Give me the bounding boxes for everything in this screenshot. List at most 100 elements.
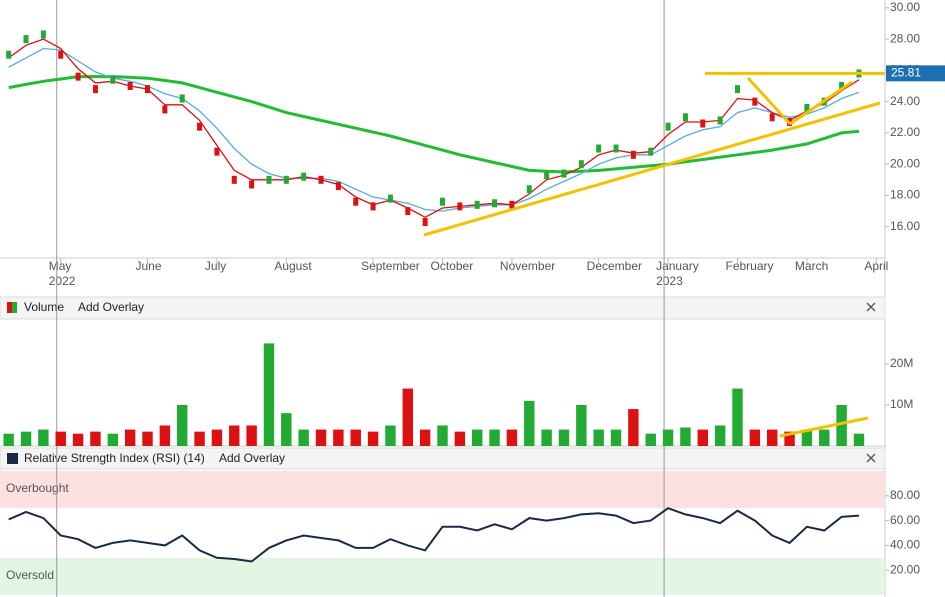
trendline — [746, 76, 792, 126]
candle — [630, 150, 636, 159]
candle — [127, 82, 133, 90]
candle — [839, 82, 845, 90]
candle — [301, 172, 307, 181]
candle — [561, 169, 567, 178]
volume-bar — [38, 429, 49, 446]
close-button[interactable] — [866, 453, 876, 463]
volume-bar — [610, 429, 622, 446]
x-tick-label: November — [500, 259, 555, 273]
candle — [283, 175, 289, 184]
volume-bar — [281, 413, 292, 446]
volume-bar — [628, 409, 639, 446]
volume-bar — [419, 429, 431, 446]
volume-bar — [732, 388, 743, 446]
panel-title: Relative Strength Index (RSI) (14) — [24, 451, 205, 465]
y-tick-label: 22.00 — [890, 125, 920, 139]
x-tick-label: July — [205, 259, 226, 273]
candle — [492, 199, 498, 208]
x-tick-label: September — [361, 259, 420, 273]
candle — [544, 171, 550, 180]
volume-bar — [333, 429, 344, 446]
volume-bar — [801, 429, 813, 446]
candle — [75, 72, 81, 81]
volume-bar — [124, 429, 136, 446]
candle — [526, 185, 532, 194]
close-button[interactable] — [866, 302, 876, 312]
candle — [769, 113, 775, 122]
candle — [578, 160, 584, 169]
volume-bar — [90, 431, 101, 446]
volume-bar — [142, 431, 153, 446]
candle — [23, 35, 29, 44]
candle — [665, 122, 671, 131]
volume-bar — [853, 433, 865, 446]
candle — [457, 202, 463, 211]
trendline — [789, 80, 853, 126]
candle — [214, 147, 220, 156]
candle — [717, 116, 723, 125]
y-tick-label: 20.00 — [890, 156, 920, 170]
x-tick-label: February — [726, 259, 774, 273]
candle — [335, 182, 341, 191]
add-overlay[interactable]: Add Overlay — [78, 300, 144, 314]
candle — [6, 50, 12, 59]
y-tick-label: 20M — [890, 356, 913, 370]
volume-bar — [367, 431, 379, 446]
y-tick-label: 16.00 — [890, 219, 920, 233]
candle — [422, 218, 428, 227]
volume-bar — [263, 343, 275, 446]
x-tick-label: August — [274, 259, 312, 273]
line — [8, 47, 860, 212]
volume-bar — [177, 404, 188, 446]
candle — [92, 85, 98, 94]
candle — [804, 103, 810, 112]
volume-bar — [72, 433, 84, 446]
candle — [162, 105, 168, 114]
y-tick-label: 80.00 — [890, 488, 920, 502]
band-oversold — [0, 557, 885, 595]
y-tick-label: 60.00 — [890, 513, 920, 527]
trendline — [423, 101, 881, 237]
volume-bar — [229, 425, 240, 446]
band-label: Oversold — [6, 568, 54, 582]
volume-bar — [680, 427, 691, 446]
volume-bar — [593, 429, 604, 446]
band-label: Overbought — [6, 481, 69, 495]
candle — [752, 97, 758, 106]
last-price-box — [886, 65, 945, 82]
candle — [405, 207, 411, 216]
y-tick-label: 28.00 — [890, 31, 920, 45]
volume-bar — [558, 429, 570, 446]
band-overbought — [0, 471, 885, 509]
candle — [509, 200, 515, 209]
candle — [40, 30, 46, 39]
volume-bar — [767, 429, 778, 446]
candle — [682, 113, 688, 122]
x-tick-label: June — [136, 259, 162, 273]
x-tick-label: May 2022 — [49, 259, 76, 288]
volume-bar — [159, 425, 171, 446]
x-tick-label: October — [431, 259, 474, 273]
candle — [318, 175, 324, 184]
volume-bar — [662, 429, 674, 446]
volume-bar — [315, 429, 327, 446]
volume-bar — [541, 429, 552, 446]
volume-bar — [489, 429, 500, 446]
candle — [648, 147, 654, 156]
candle — [440, 197, 445, 206]
line — [8, 38, 860, 219]
volume-bar — [402, 388, 413, 446]
volume-bar — [645, 433, 656, 446]
volume-bar — [836, 404, 847, 446]
volume-bar — [20, 431, 32, 446]
volume-bar — [697, 429, 708, 446]
y-tick-label: 40.00 — [890, 538, 920, 552]
volume-bar — [437, 425, 448, 446]
candle — [596, 144, 602, 153]
y-tick-label: 18.00 — [890, 188, 920, 202]
x-tick-label: December — [587, 259, 642, 273]
add-overlay[interactable]: Add Overlay — [219, 451, 285, 465]
volume-bar — [819, 429, 830, 446]
candle — [474, 200, 480, 209]
